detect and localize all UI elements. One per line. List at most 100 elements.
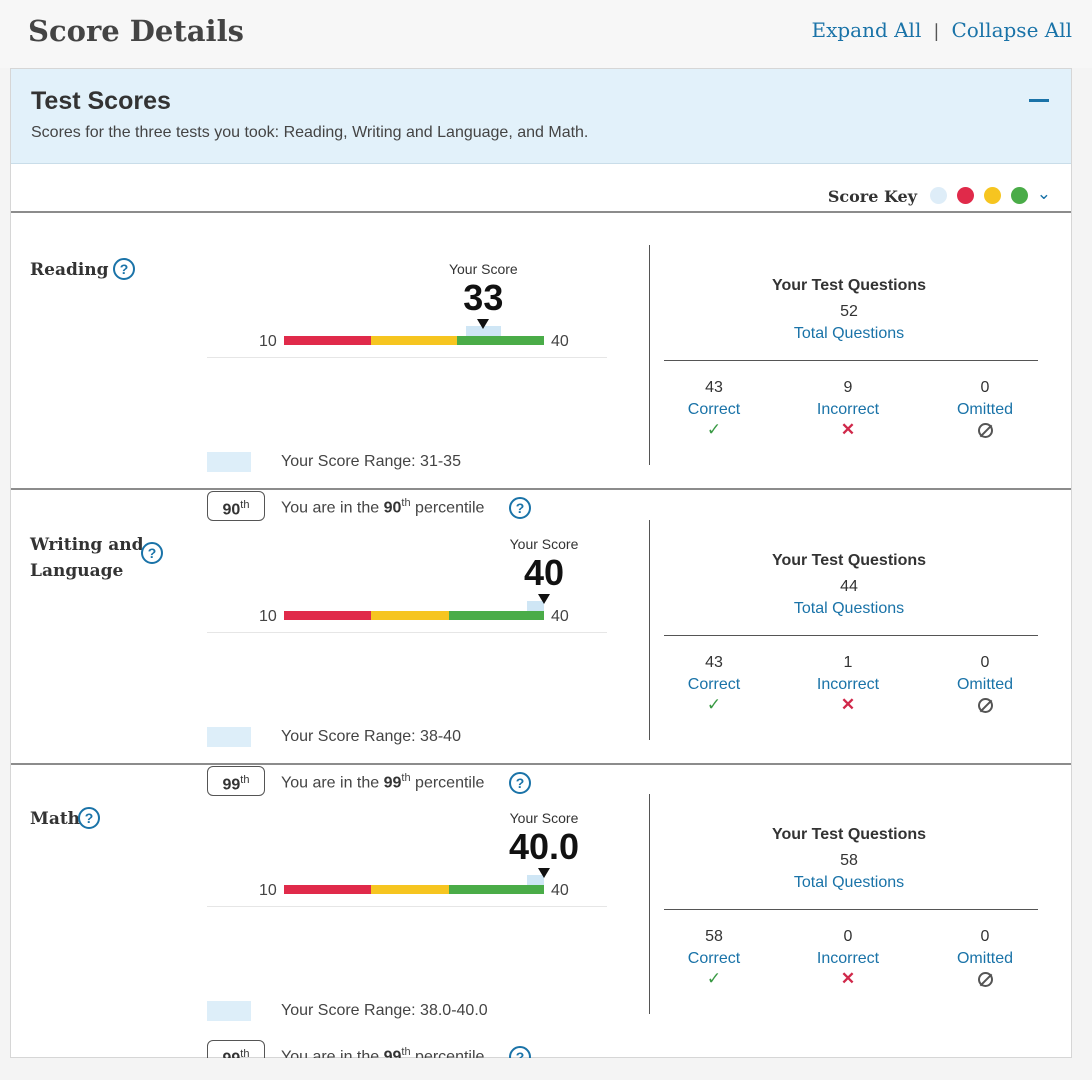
scale-min: 10: [259, 333, 277, 350]
questions-divider: [664, 635, 1038, 636]
questions-divider: [664, 909, 1038, 910]
correct-label[interactable]: Correct: [687, 676, 741, 693]
bar-segment-red: [284, 885, 371, 894]
score-value: 40: [523, 552, 565, 593]
score-scale: 10 40: [207, 867, 607, 907]
page-header: Score Details Expand All | Collapse All: [0, 0, 1092, 68]
omitted-label[interactable]: Omitted: [956, 676, 1013, 693]
omitted-label[interactable]: Omitted: [956, 401, 1013, 418]
x-icon: ✕: [840, 969, 856, 988]
score-key-label: Score Key: [827, 187, 917, 206]
questions-divider: [664, 360, 1038, 361]
chevron-down-icon[interactable]: ⌄: [1036, 184, 1051, 203]
range-swatch: [207, 1001, 251, 1021]
stat-omitted: 0 Omitted: [925, 654, 1045, 715]
total-questions-label[interactable]: Total Questions: [793, 600, 905, 617]
correct-count: 43: [705, 379, 723, 396]
score-bar: [284, 885, 544, 894]
your-score-label: Your Score: [509, 536, 579, 552]
range-swatch: [207, 727, 251, 747]
section-title: Reading: [30, 260, 109, 280]
percentile-text: You are in the 99th percentile: [281, 772, 485, 792]
card-subtitle: Scores for the three tests you took: Rea…: [31, 124, 589, 141]
minus-icon[interactable]: [1029, 99, 1049, 102]
omitted-icon: [977, 423, 993, 438]
correct-count: 58: [705, 928, 723, 945]
check-icon: ✓: [706, 695, 722, 714]
score-marker-icon: [477, 319, 490, 329]
stat-omitted: 0 Omitted: [925, 928, 1045, 989]
bar-segment-red: [284, 611, 371, 620]
score-range-box: [466, 326, 501, 336]
bar-segment-red: [284, 336, 371, 345]
total-questions-label[interactable]: Total Questions: [793, 325, 905, 342]
incorrect-count: 9: [843, 379, 853, 396]
section-reading: Reading ? Your Score 33 10 40 Your Score…: [11, 215, 1071, 521]
bar-segment-yellow: [370, 336, 458, 345]
footer-strip: [0, 1058, 1092, 1080]
stat-incorrect: 1 Incorrect ✕: [788, 654, 908, 715]
collapse-all-link[interactable]: Collapse All: [951, 18, 1072, 42]
omitted-icon: [977, 972, 993, 987]
omitted-count: 0: [980, 654, 990, 671]
test-questions-title: Your Test Questions: [771, 552, 927, 569]
score-bar: [284, 611, 544, 620]
score-scale: 10 40: [207, 593, 607, 633]
omitted-count: 0: [980, 928, 990, 945]
help-icon[interactable]: ?: [113, 258, 135, 280]
score-key-row: Score Key ⌄: [11, 165, 1071, 213]
incorrect-label[interactable]: Incorrect: [816, 676, 880, 693]
incorrect-label[interactable]: Incorrect: [816, 401, 880, 418]
correct-label[interactable]: Correct: [687, 950, 741, 967]
x-icon: ✕: [840, 420, 856, 439]
bar-segment-yellow: [370, 611, 449, 620]
key-dot-yellow: [984, 187, 1001, 204]
range-swatch: [207, 452, 251, 472]
stat-incorrect: 0 Incorrect ✕: [788, 928, 908, 989]
percentile-help-icon[interactable]: ?: [509, 772, 531, 794]
column-divider: [649, 794, 650, 1014]
score-range-text: Your Score Range: 38.0-40.0: [281, 1002, 488, 1019]
scale-min: 10: [259, 608, 277, 625]
total-questions-count: 52: [840, 303, 858, 320]
help-icon[interactable]: ?: [141, 542, 163, 564]
check-icon: ✓: [706, 969, 722, 988]
column-divider: [649, 520, 650, 740]
stat-omitted: 0 Omitted: [925, 379, 1045, 440]
section-title: Math: [30, 809, 81, 829]
stat-correct: 43 Correct ✓: [654, 379, 774, 440]
your-score-label: Your Score: [509, 810, 579, 826]
card-header: Test Scores Scores for the three tests y…: [11, 69, 1071, 164]
incorrect-count: 1: [843, 654, 853, 671]
scale-max: 40: [551, 608, 569, 625]
score-bar: [284, 336, 544, 345]
omitted-label[interactable]: Omitted: [956, 950, 1013, 967]
bar-segment-green: [457, 336, 544, 345]
score-scale: 10 40: [207, 318, 607, 358]
total-questions-label[interactable]: Total Questions: [793, 874, 905, 891]
percentile-badge: 99th: [207, 766, 265, 796]
score-range-box: [526, 601, 544, 611]
scale-max: 40: [551, 333, 569, 350]
score-value: 40.0: [508, 826, 580, 867]
score-marker-icon: [538, 594, 550, 604]
bar-segment-green: [448, 611, 544, 620]
x-icon: ✕: [840, 695, 856, 714]
scale-max: 40: [551, 882, 569, 899]
incorrect-count: 0: [843, 928, 853, 945]
card-title: Test Scores: [31, 87, 171, 115]
expand-all-link[interactable]: Expand All: [811, 18, 922, 42]
help-icon[interactable]: ?: [78, 807, 100, 829]
percentile-help-icon[interactable]: ?: [509, 497, 531, 519]
total-questions-count: 44: [840, 578, 858, 595]
header-links: Expand All | Collapse All: [811, 18, 1072, 42]
stat-correct: 43 Correct ✓: [654, 654, 774, 715]
check-icon: ✓: [706, 420, 722, 439]
stat-correct: 58 Correct ✓: [654, 928, 774, 989]
omitted-count: 0: [980, 379, 990, 396]
correct-label[interactable]: Correct: [687, 401, 741, 418]
score-value: 33: [463, 277, 504, 318]
bar-segment-yellow: [370, 885, 449, 894]
percentile-badge: 90th: [207, 491, 265, 521]
incorrect-label[interactable]: Incorrect: [816, 950, 880, 967]
